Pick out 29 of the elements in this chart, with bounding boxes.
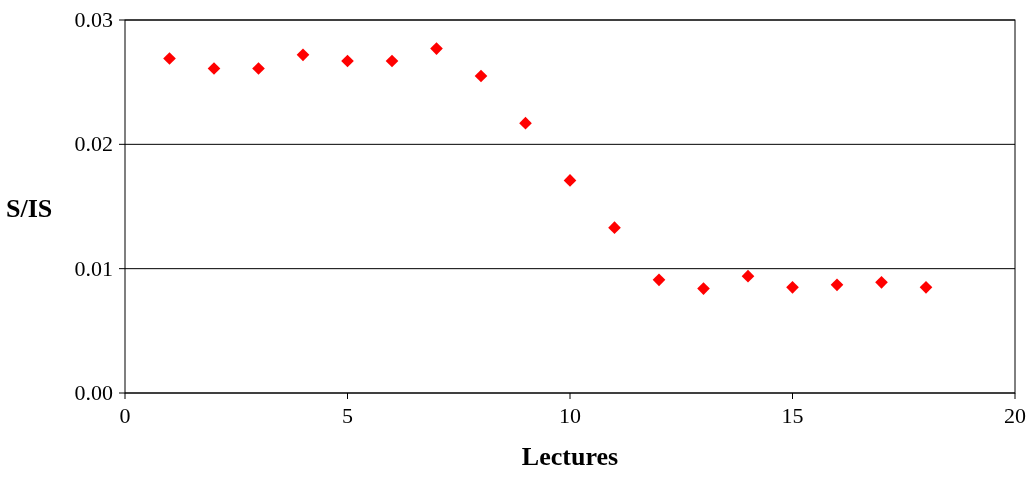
y-axis-title: S/IS bbox=[6, 193, 53, 223]
point bbox=[786, 280, 799, 294]
point bbox=[430, 42, 443, 55]
point bbox=[207, 62, 221, 75]
point bbox=[697, 282, 710, 295]
y-tick-label: 0.00 bbox=[74, 380, 113, 405]
point bbox=[741, 269, 755, 283]
point bbox=[341, 54, 354, 68]
point bbox=[296, 48, 310, 62]
x-axis-title: Lectures bbox=[521, 442, 619, 471]
point bbox=[385, 54, 399, 68]
point bbox=[252, 62, 265, 75]
point bbox=[608, 221, 621, 234]
point bbox=[919, 280, 933, 294]
x-tick-label: 5 bbox=[342, 403, 353, 428]
y-tick-label: 0.02 bbox=[74, 131, 113, 157]
x-tick-label: 0 bbox=[119, 403, 131, 428]
x-tick-label: 10 bbox=[559, 403, 581, 428]
point bbox=[563, 174, 577, 187]
y-tick-label: 0.03 bbox=[74, 7, 113, 32]
point bbox=[519, 116, 532, 130]
y-tick-label: 0.01 bbox=[74, 255, 113, 281]
x-tick-label: 20 bbox=[1004, 403, 1026, 428]
x-tick-label: 15 bbox=[781, 403, 804, 428]
point bbox=[830, 278, 844, 292]
point bbox=[163, 52, 176, 65]
point bbox=[474, 69, 488, 83]
point bbox=[652, 273, 666, 287]
point bbox=[875, 276, 888, 289]
